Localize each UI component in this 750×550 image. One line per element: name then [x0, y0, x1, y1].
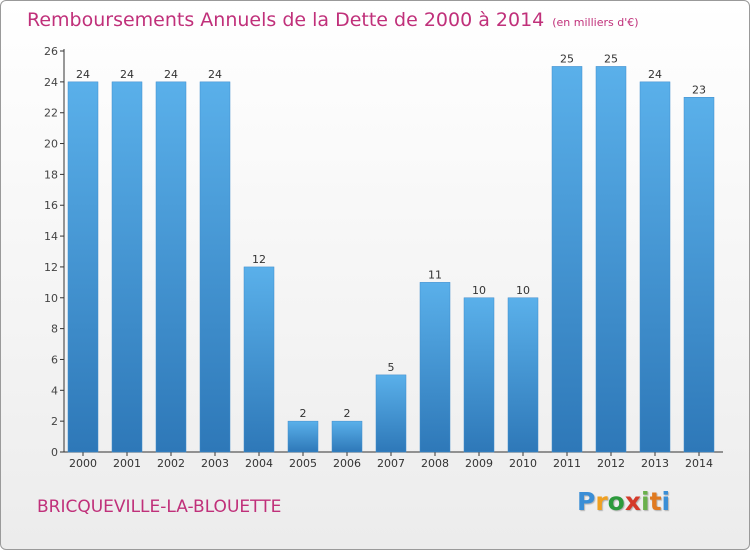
x-tick-label: 2013 — [641, 457, 669, 470]
bar-value-label: 2 — [300, 407, 307, 420]
bar — [595, 66, 627, 453]
bar-value-label: 2 — [344, 407, 351, 420]
y-tick-label: 6 — [51, 353, 58, 366]
y-tick-label: 20 — [44, 138, 58, 151]
logo-letter: x — [624, 487, 641, 516]
x-tick-label: 2004 — [245, 457, 273, 470]
x-tick-label: 2008 — [421, 457, 449, 470]
bar-value-label: 5 — [388, 361, 395, 374]
bar — [199, 81, 231, 453]
logo-letter: i — [661, 487, 671, 516]
bar-value-label: 12 — [252, 253, 266, 266]
bar — [463, 297, 495, 453]
x-tick-label: 2007 — [377, 457, 405, 470]
bar-value-label: 24 — [76, 68, 90, 81]
y-tick-label: 22 — [44, 107, 58, 120]
y-tick-label: 8 — [51, 323, 58, 336]
logo-letter: P — [577, 487, 596, 516]
logo-letter: i — [641, 487, 650, 516]
y-tick-label: 0 — [51, 446, 58, 459]
logo-letter: t — [649, 487, 662, 516]
bar — [243, 266, 275, 453]
x-tick-label: 2012 — [597, 457, 625, 470]
chart-title-text: Remboursements Annuels de la Dette de 20… — [27, 9, 545, 31]
y-tick-label: 14 — [44, 230, 58, 243]
y-tick-label: 2 — [51, 415, 58, 428]
bar — [683, 97, 715, 453]
x-tick-label: 2006 — [333, 457, 361, 470]
y-tick-label: 18 — [44, 168, 58, 181]
bar — [287, 420, 319, 453]
bar-value-label: 24 — [164, 68, 178, 81]
x-tick-label: 2002 — [157, 457, 185, 470]
bar-value-label: 10 — [472, 284, 486, 297]
bar-value-label: 11 — [428, 268, 442, 281]
bar — [551, 66, 583, 453]
x-tick-label: 2011 — [553, 457, 581, 470]
bar — [155, 81, 187, 453]
bar — [111, 81, 143, 453]
bar-value-label: 25 — [604, 52, 618, 65]
logo-letter: o — [607, 487, 625, 516]
bar — [375, 374, 407, 453]
x-tick-label: 2000 — [69, 457, 97, 470]
bars — [67, 66, 715, 453]
logo-letter: r — [595, 487, 608, 516]
x-tick-label: 2009 — [465, 457, 493, 470]
bar-value-label: 23 — [692, 83, 706, 96]
y-tick-label: 10 — [44, 292, 58, 305]
bar — [67, 81, 99, 453]
bar-value-label: 25 — [560, 52, 574, 65]
proxiti-logo: Proxiti — [577, 487, 670, 516]
bar-value-label: 24 — [648, 68, 662, 81]
bar — [331, 420, 363, 453]
y-tick-label: 16 — [44, 199, 58, 212]
y-tick-label: 4 — [51, 384, 58, 397]
x-tick-label: 2001 — [113, 457, 141, 470]
x-tick-label: 2005 — [289, 457, 317, 470]
bar-value-label: 24 — [208, 68, 222, 81]
chart-title: Remboursements Annuels de la Dette de 20… — [27, 9, 639, 31]
y-tick-label: 24 — [44, 76, 58, 89]
x-tick-label: 2010 — [509, 457, 537, 470]
x-tick-label: 2003 — [201, 457, 229, 470]
bar-value-label: 10 — [516, 284, 530, 297]
bar — [507, 297, 539, 453]
y-tick-label: 26 — [44, 45, 58, 58]
chart-unit-note: (en milliers d'€) — [552, 16, 639, 29]
y-tick-label: 12 — [44, 261, 58, 274]
bar — [419, 282, 451, 453]
commune-name: BRICQUEVILLE-LA-BLOUETTE — [37, 497, 282, 517]
bar — [639, 81, 671, 453]
bar-value-label: 24 — [120, 68, 134, 81]
x-tick-label: 2014 — [685, 457, 713, 470]
